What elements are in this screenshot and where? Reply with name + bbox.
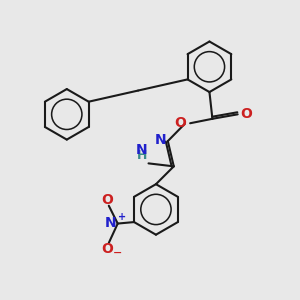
Text: O: O (240, 107, 252, 121)
Text: N: N (135, 143, 147, 157)
Text: N: N (155, 133, 166, 147)
Text: N: N (104, 216, 116, 230)
Text: +: + (118, 212, 127, 222)
Text: O: O (175, 116, 187, 130)
Text: O: O (101, 194, 113, 207)
Text: H: H (137, 149, 147, 162)
Text: O: O (101, 242, 113, 256)
Text: −: − (112, 248, 122, 257)
